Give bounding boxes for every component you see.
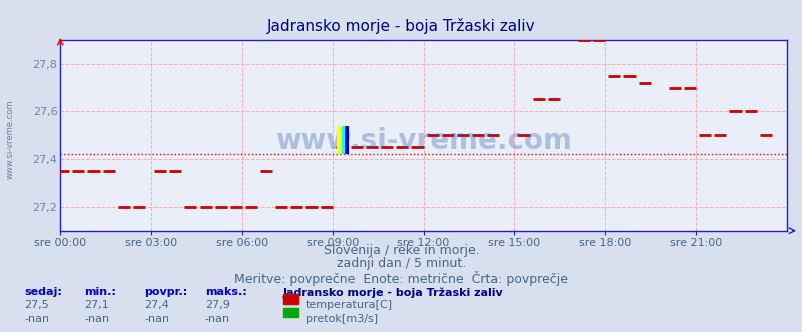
Text: 27,9: 27,9 [205, 300, 229, 310]
Polygon shape [337, 126, 341, 154]
Text: temperatura[C]: temperatura[C] [305, 300, 392, 310]
Text: Jadransko morje - boja Tržaski zaliv: Jadransko morje - boja Tržaski zaliv [282, 287, 503, 298]
Text: maks.:: maks.: [205, 287, 246, 297]
Text: www.si-vreme.com: www.si-vreme.com [275, 127, 571, 155]
Text: 27,4: 27,4 [144, 300, 169, 310]
Text: zadnji dan / 5 minut.: zadnji dan / 5 minut. [337, 257, 465, 270]
Text: pretok[m3/s]: pretok[m3/s] [305, 314, 377, 324]
Text: www.si-vreme.com: www.si-vreme.com [6, 100, 15, 179]
Polygon shape [345, 126, 348, 154]
Text: min.:: min.: [84, 287, 116, 297]
Text: -nan: -nan [24, 314, 49, 324]
Text: Meritve: povprečne  Enote: metrične  Črta: povprečje: Meritve: povprečne Enote: metrične Črta:… [234, 271, 568, 286]
Text: Jadransko morje - boja Tržaski zaliv: Jadransko morje - boja Tržaski zaliv [267, 18, 535, 34]
Text: povpr.:: povpr.: [144, 287, 188, 297]
Text: -nan: -nan [84, 314, 109, 324]
Text: sedaj:: sedaj: [24, 287, 62, 297]
Text: Slovenija / reke in morje.: Slovenija / reke in morje. [323, 244, 479, 257]
Text: 27,5: 27,5 [24, 300, 49, 310]
Text: 27,1: 27,1 [84, 300, 109, 310]
Polygon shape [341, 126, 345, 154]
Text: -nan: -nan [144, 314, 169, 324]
Text: -nan: -nan [205, 314, 229, 324]
